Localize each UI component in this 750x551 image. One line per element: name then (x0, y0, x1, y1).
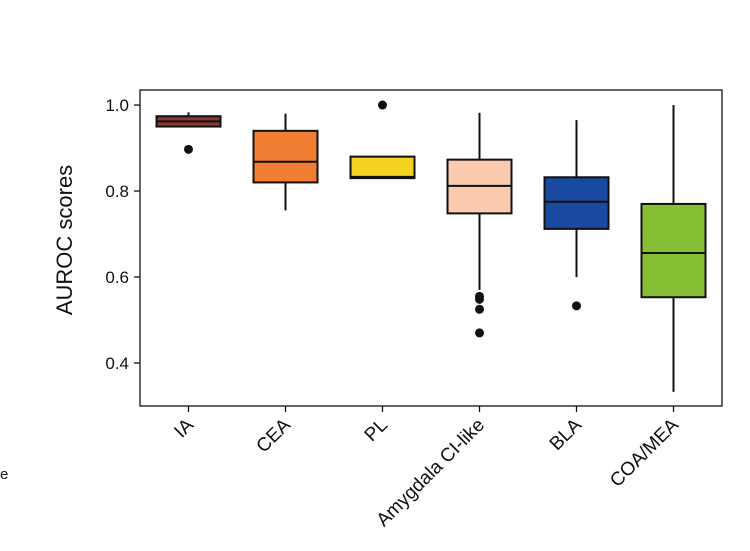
x-tick-label: IA (170, 414, 198, 442)
outlier-point (184, 144, 193, 154)
outlier-point (475, 304, 484, 314)
y-axis-title: AUROC scores (52, 165, 77, 315)
box-coa-mea (640, 105, 707, 392)
box-pl (349, 100, 416, 180)
y-tick-label: 0.4 (105, 354, 129, 373)
box-amygdala-ci-like (446, 112, 513, 338)
x-tick-label: COA/MEA (606, 414, 683, 491)
box-bla (543, 120, 610, 311)
outlier-point (475, 328, 484, 338)
x-tick-label: BLA (546, 414, 586, 454)
iqr-box (252, 129, 319, 184)
boxes (155, 100, 707, 392)
x-tick-label: Amygdala CI-like (373, 415, 489, 531)
box-ia (155, 112, 222, 154)
outlier-point (378, 100, 387, 110)
x-tick-label: PL (361, 415, 392, 446)
plot-frame (139, 89, 723, 407)
outlier-point (572, 301, 581, 311)
y-axis: 0.4 0.6 0.8 1.0 (105, 96, 140, 373)
cropped-label-text: e (0, 466, 9, 483)
x-tick-label: CEA (253, 414, 296, 457)
y-tick-label: 0.6 (105, 268, 129, 287)
box-cea (252, 113, 319, 211)
y-tick-label: 0.8 (105, 182, 129, 201)
iqr-box (349, 155, 416, 180)
iqr-box (543, 176, 610, 230)
y-tick-label: 1.0 (105, 96, 129, 115)
outlier-point (475, 294, 484, 304)
iqr-box (640, 202, 707, 299)
